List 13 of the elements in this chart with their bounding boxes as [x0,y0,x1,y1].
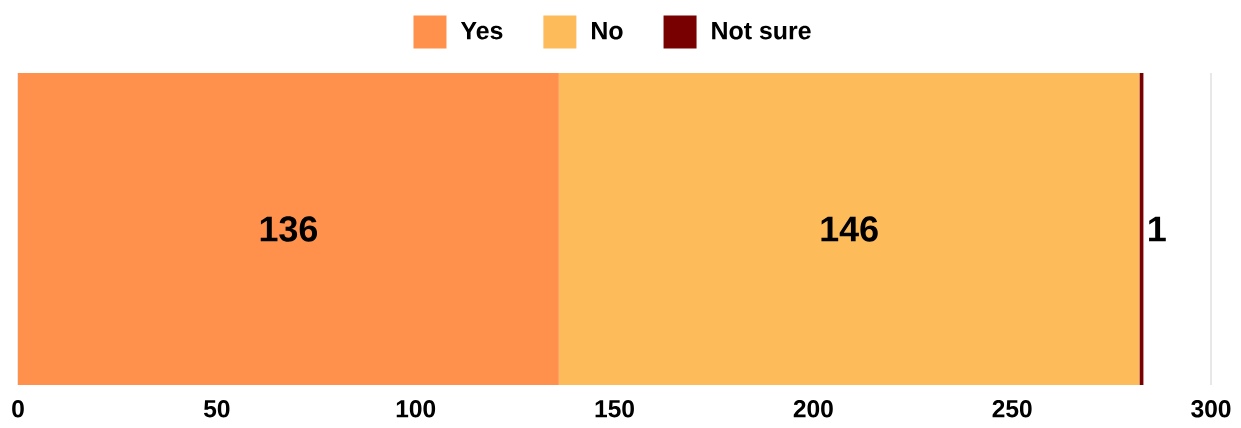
data-label: 146 [821,216,878,242]
x-tick-label: 200 [793,400,833,418]
x-tick-label: 100 [396,400,436,418]
x-tick-label: 250 [992,400,1032,418]
legend-label: Not sure [712,22,811,40]
data-label: 1 [1149,216,1166,242]
x-tick-label: 150 [595,400,634,418]
x-tick-label: 50 [203,400,230,418]
data-label: 136 [260,216,318,242]
x-tick-label: 0 [12,400,24,418]
legend-label: No [592,22,623,40]
legend-label: Yes [460,22,503,40]
x-tick-label: 300 [1191,400,1231,418]
